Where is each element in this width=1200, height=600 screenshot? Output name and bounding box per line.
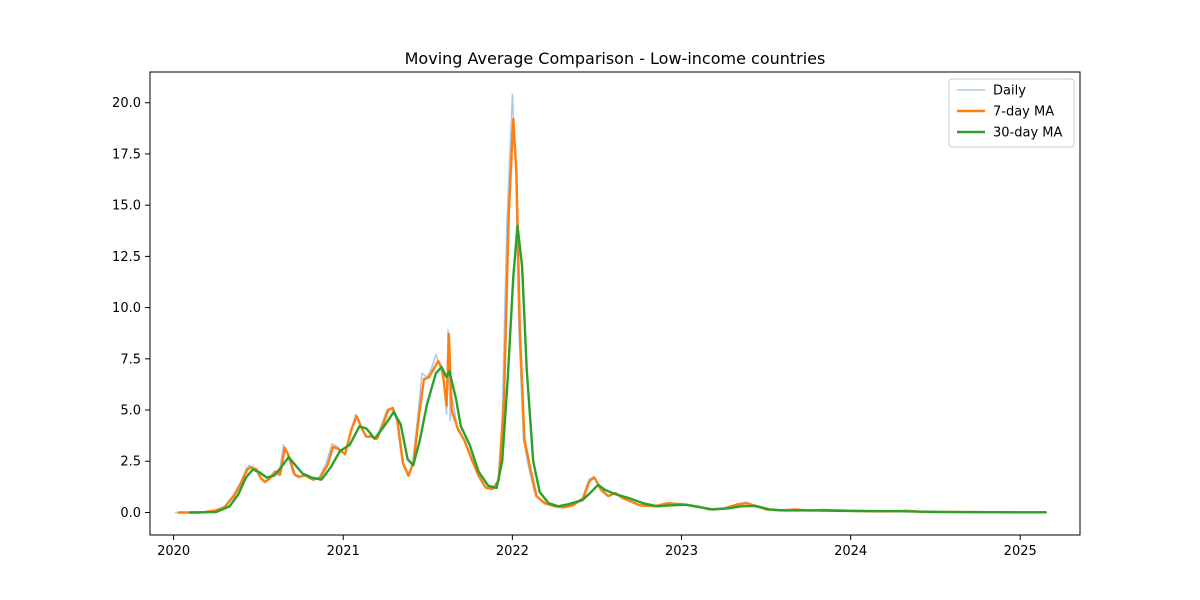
y-tick-label: 5.0 <box>120 404 141 419</box>
chart-title: Moving Average Comparison - Low-income c… <box>405 49 826 68</box>
plot-area <box>174 93 1047 514</box>
x-tick-label: 2024 <box>834 544 867 559</box>
x-tick-label: 2022 <box>496 544 529 559</box>
series-line-7-day-ma <box>177 117 1047 514</box>
legend-label: Daily <box>993 84 1026 99</box>
series-line-daily <box>174 93 1047 514</box>
x-tick-label: 2023 <box>665 544 698 559</box>
y-tick-label: 17.5 <box>112 147 141 162</box>
y-tick-label: 12.5 <box>112 250 141 265</box>
y-tick-label: 10.0 <box>112 301 141 316</box>
legend-label: 7-day MA <box>993 105 1054 120</box>
legend: Daily 7-day MA 30-day MA <box>948 78 1075 148</box>
y-tick-label: 0.0 <box>120 506 141 521</box>
y-tick-label: 15.0 <box>112 199 141 214</box>
axes: 2020 2021 2022 2023 2024 2025 0.0 2.5 5.0 7.5 10.0… <box>112 71 1081 559</box>
y-tick-label: 7.5 <box>120 352 141 367</box>
legend-box <box>948 78 1075 148</box>
plot-frame <box>149 71 1081 536</box>
legend-label: 30-day MA <box>993 126 1062 141</box>
x-tick-label: 2020 <box>157 544 190 559</box>
x-tick-label: 2021 <box>327 544 360 559</box>
series-line-30-day-ma <box>188 224 1047 514</box>
x-tick-label: 2025 <box>1004 544 1037 559</box>
y-tick-label: 2.5 <box>120 455 141 470</box>
y-tick-label: 20.0 <box>112 96 141 111</box>
